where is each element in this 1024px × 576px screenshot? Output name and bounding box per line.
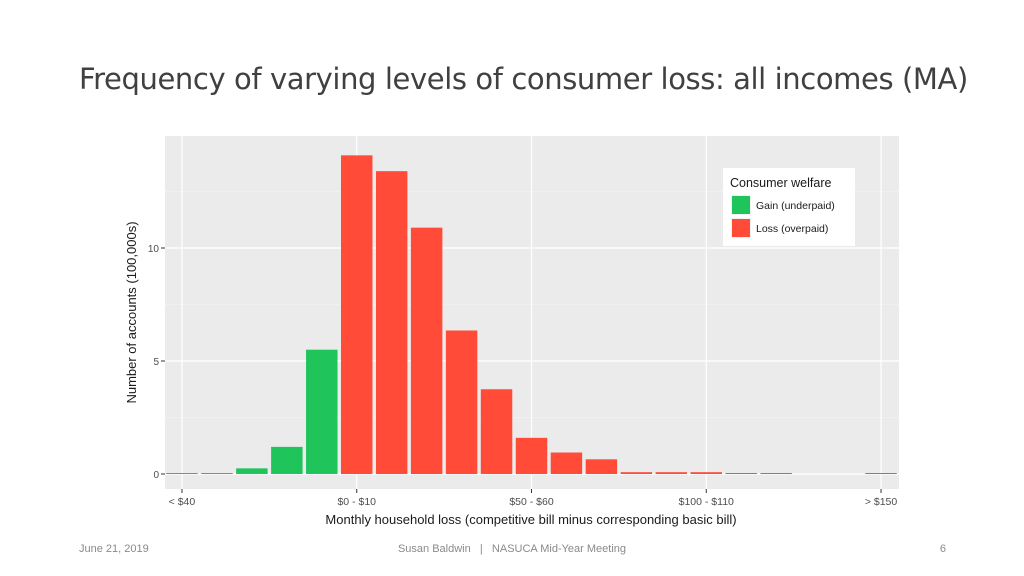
bar-loss <box>585 459 618 474</box>
bar-loss <box>690 472 722 474</box>
footer-presenter-event: Susan Baldwin | NASUCA Mid-Year Meeting <box>397 543 627 555</box>
footer-date: June 21, 2019 <box>79 543 149 555</box>
y-axis-title: Number of accounts (100,000s) <box>124 221 139 403</box>
bar-gain <box>306 349 338 474</box>
legend-title: Consumer welfare <box>730 176 831 190</box>
x-tick-label: $0 - $10 <box>337 496 376 508</box>
bar-loss <box>725 473 757 474</box>
bar-loss <box>760 473 792 474</box>
bar-loss <box>341 155 373 474</box>
bar-loss <box>375 171 408 474</box>
bar-gain <box>201 473 233 474</box>
bar-loss <box>865 473 897 474</box>
y-tick-label: 10 <box>148 244 160 255</box>
y-tick-label: 5 <box>153 357 159 368</box>
bar-loss <box>655 472 688 474</box>
page-number: 6 <box>939 543 946 555</box>
bar-gain <box>271 446 303 474</box>
bar-loss <box>515 437 548 474</box>
bar-loss <box>445 330 478 474</box>
bar-loss <box>410 227 443 474</box>
x-tick-label: < $40 <box>169 496 196 508</box>
x-tick-label: $100 - $110 <box>679 496 734 508</box>
x-tick-label: > $150 <box>865 496 898 508</box>
legend-label-gain: Gain (underpaid) <box>756 200 835 212</box>
legend-label-loss: Loss (overpaid) <box>756 223 828 235</box>
x-tick-label: $50 - $60 <box>509 496 554 508</box>
legend-swatch-loss <box>732 219 750 237</box>
x-axis-title: Monthly household loss (competitive bill… <box>325 512 736 527</box>
bar-gain <box>236 468 268 474</box>
bar-gain <box>166 473 198 474</box>
bar-loss <box>480 389 513 474</box>
bar-loss <box>550 452 583 474</box>
bar-loss <box>620 472 653 474</box>
legend-swatch-gain <box>732 196 750 214</box>
y-tick-label: 0 <box>153 470 159 481</box>
slide-title: Frequency of varying levels of consumer … <box>79 62 968 96</box>
